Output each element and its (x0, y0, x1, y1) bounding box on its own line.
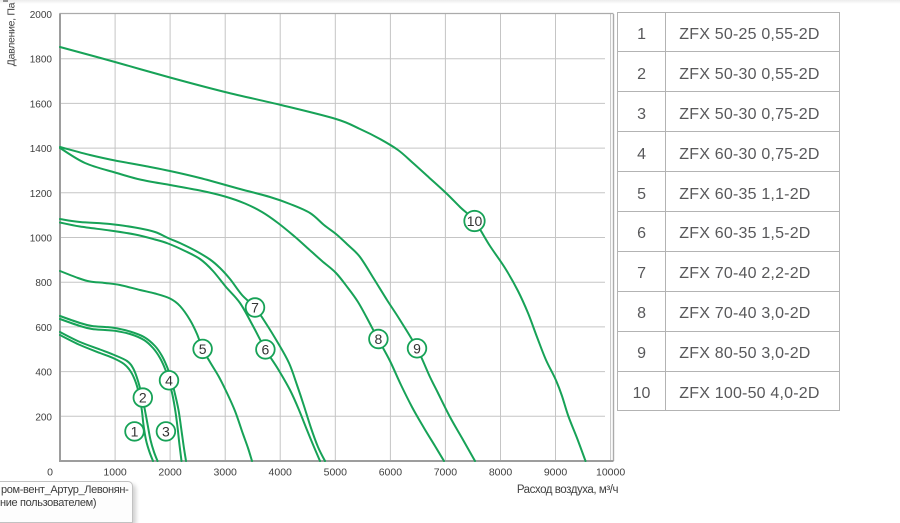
svg-text:1400: 1400 (30, 144, 53, 155)
svg-text:4000: 4000 (269, 467, 293, 479)
svg-text:5000: 5000 (324, 467, 348, 479)
svg-text:600: 600 (35, 323, 52, 334)
svg-text:10000: 10000 (596, 467, 625, 479)
svg-text:Расход воздуха, м³/ч: Расход воздуха, м³/ч (517, 484, 619, 496)
svg-text:Давление, Па: Давление, Па (6, 2, 18, 66)
svg-text:400: 400 (35, 368, 52, 379)
svg-text:2: 2 (139, 390, 147, 406)
svg-text:3000: 3000 (214, 467, 238, 479)
svg-text:9: 9 (413, 340, 421, 356)
svg-text:1800: 1800 (30, 55, 53, 66)
svg-text:9000: 9000 (544, 467, 568, 479)
svg-text:2000: 2000 (30, 10, 53, 21)
svg-text:6: 6 (262, 341, 270, 357)
svg-text:1200: 1200 (30, 189, 53, 200)
svg-text:3: 3 (162, 423, 170, 439)
svg-text:10: 10 (467, 213, 483, 229)
svg-text:4: 4 (165, 372, 173, 388)
svg-text:0: 0 (47, 467, 53, 479)
svg-text:5: 5 (199, 341, 207, 357)
svg-text:1600: 1600 (30, 99, 53, 110)
svg-text:7: 7 (251, 300, 259, 316)
svg-text:1: 1 (131, 423, 139, 439)
svg-text:1000: 1000 (103, 467, 127, 479)
svg-text:6000: 6000 (379, 467, 403, 479)
svg-text:8: 8 (375, 331, 383, 347)
svg-text:1000: 1000 (30, 234, 53, 245)
svg-text:800: 800 (35, 278, 52, 289)
svg-text:8000: 8000 (489, 467, 513, 479)
svg-text:2000: 2000 (158, 467, 182, 479)
svg-text:7000: 7000 (434, 467, 458, 479)
svg-text:200: 200 (35, 412, 52, 423)
